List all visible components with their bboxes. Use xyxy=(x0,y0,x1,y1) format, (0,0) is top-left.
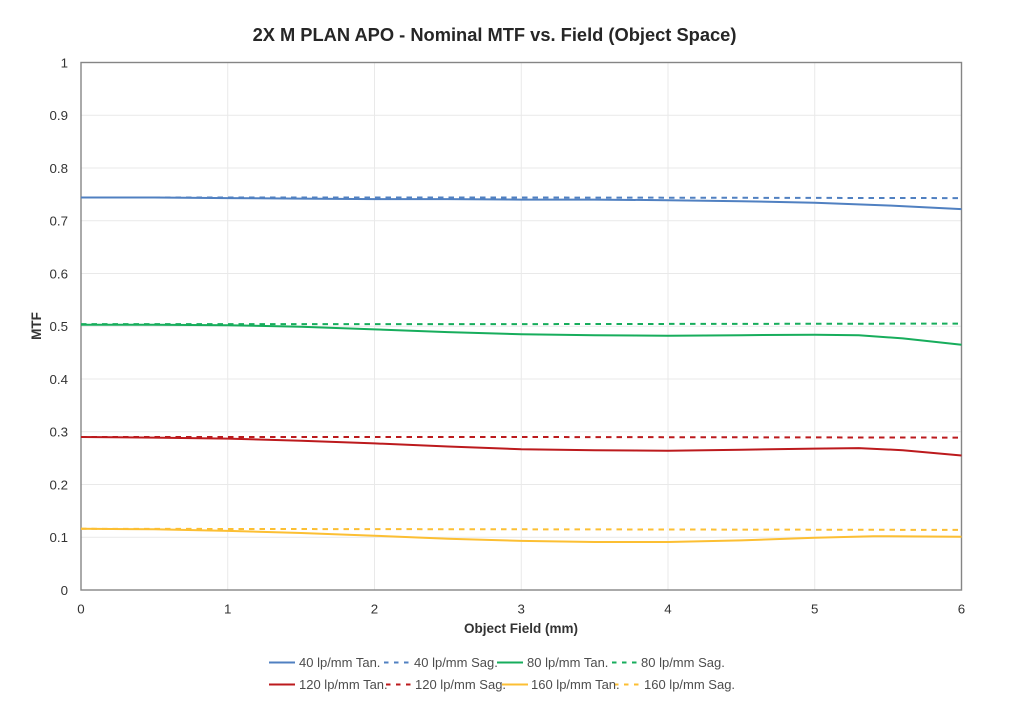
svg-text:0.4: 0.4 xyxy=(50,372,69,387)
svg-text:5: 5 xyxy=(811,602,818,617)
svg-text:0.5: 0.5 xyxy=(50,319,69,334)
svg-text:Object Field (mm): Object Field (mm) xyxy=(464,621,578,636)
svg-text:80 lp/mm Tan.: 80 lp/mm Tan. xyxy=(527,655,608,670)
svg-text:0.7: 0.7 xyxy=(50,214,69,229)
svg-text:0.1: 0.1 xyxy=(50,530,69,545)
svg-text:1: 1 xyxy=(224,602,231,617)
svg-text:0.2: 0.2 xyxy=(50,477,69,492)
svg-text:40 lp/mm Tan.: 40 lp/mm Tan. xyxy=(299,655,380,670)
svg-text:0: 0 xyxy=(77,602,84,617)
svg-text:2: 2 xyxy=(371,602,378,617)
svg-text:1: 1 xyxy=(61,55,68,70)
svg-text:4: 4 xyxy=(664,602,671,617)
svg-text:MTF: MTF xyxy=(29,312,44,340)
svg-text:2X M PLAN APO - Nominal MTF vs: 2X M PLAN APO - Nominal MTF vs. Field (O… xyxy=(253,24,737,45)
svg-text:80 lp/mm Sag.: 80 lp/mm Sag. xyxy=(641,655,725,670)
svg-text:0.3: 0.3 xyxy=(50,425,69,440)
svg-text:0.9: 0.9 xyxy=(50,108,69,123)
svg-text:160 lp/mm Sag.: 160 lp/mm Sag. xyxy=(644,677,735,692)
svg-text:0.8: 0.8 xyxy=(50,161,69,176)
svg-text:0: 0 xyxy=(61,583,68,598)
svg-text:40 lp/mm Sag.: 40 lp/mm Sag. xyxy=(414,655,498,670)
svg-text:6: 6 xyxy=(958,602,965,617)
svg-text:3: 3 xyxy=(518,602,525,617)
svg-text:160 lp/mm Tan.: 160 lp/mm Tan. xyxy=(531,677,620,692)
svg-text:0.6: 0.6 xyxy=(50,266,69,281)
svg-text:120 lp/mm Sag.: 120 lp/mm Sag. xyxy=(415,677,506,692)
svg-text:120 lp/mm Tan.: 120 lp/mm Tan. xyxy=(299,677,388,692)
